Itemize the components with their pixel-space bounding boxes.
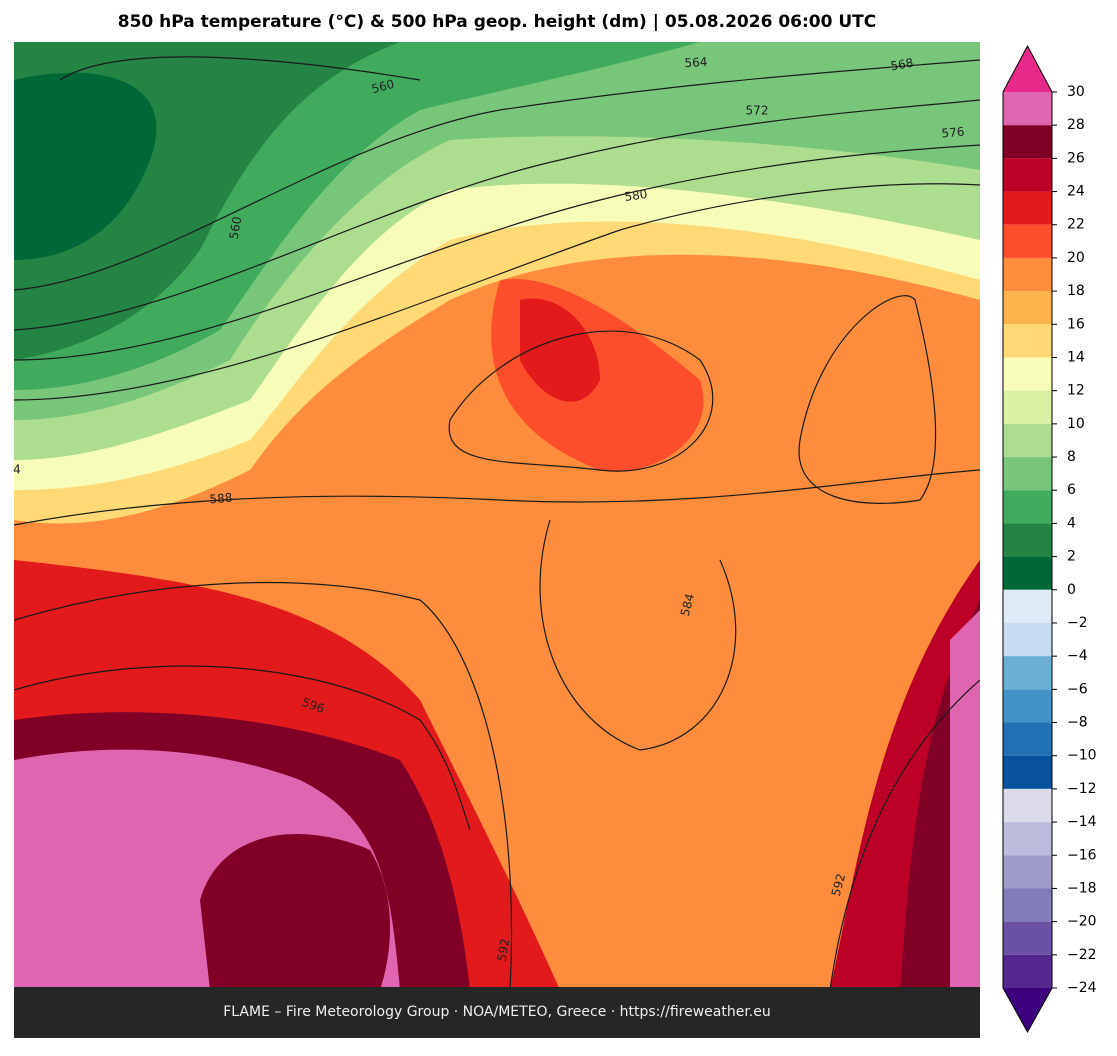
colorbar-tick-label: 30 — [1067, 84, 1085, 100]
colorbar-tick-label: 4 — [1067, 515, 1076, 531]
colorbar-band — [1003, 689, 1052, 723]
colorbar-tick-label: 8 — [1067, 449, 1076, 465]
colorbar-band — [1003, 92, 1052, 126]
colorbar-band — [1003, 423, 1052, 458]
colorbar-tick-label: −24 — [1067, 980, 1097, 996]
colorbar-band — [1003, 656, 1052, 690]
colorbar-band — [1003, 523, 1052, 557]
colorbar-tick-label: 16 — [1067, 316, 1085, 332]
colorbar-tick-label: −8 — [1067, 715, 1088, 731]
colorbar-tick-label: 6 — [1067, 482, 1076, 498]
colorbar-band — [1003, 291, 1052, 325]
colorbar-tick-label: −16 — [1067, 847, 1097, 863]
colorbar-tick-label: −14 — [1067, 814, 1097, 830]
colorbar-band — [1003, 490, 1052, 524]
colorbar-tick-label: −6 — [1067, 681, 1088, 697]
colorbar-tick-label: −12 — [1067, 781, 1097, 797]
contour-label: 564 — [684, 55, 708, 70]
colorbar-tick-label: −22 — [1067, 947, 1097, 963]
colorbar-tick-label: 26 — [1067, 150, 1085, 166]
colorbar-band — [1003, 125, 1052, 159]
colorbar-band — [1003, 722, 1052, 756]
colorbar-tick-label: 24 — [1067, 184, 1085, 200]
colorbar-band — [1003, 855, 1052, 889]
contour-label: 584 — [678, 592, 697, 618]
colorbar-tick-label: 14 — [1067, 349, 1085, 365]
colorbar-band — [1003, 257, 1052, 292]
colorbar-band — [1003, 224, 1052, 258]
colorbar-band — [1003, 457, 1052, 491]
colorbar-band — [1003, 921, 1052, 955]
footer: FLAME – Fire Meteorology Group · NOA/MET… — [223, 1004, 771, 1020]
title: 850 hPa temperature (°C) & 500 hPa geop.… — [118, 12, 877, 32]
colorbar-band — [1003, 324, 1052, 358]
colorbar-band — [1003, 191, 1052, 225]
colorbar-band — [1003, 755, 1052, 789]
contour-label: 560 — [227, 215, 245, 240]
colorbar-tick-label: −20 — [1067, 914, 1097, 930]
colorbar-tick-label: −18 — [1067, 880, 1097, 896]
colorbar-tick-label: 10 — [1067, 416, 1085, 432]
colorbar-band — [1003, 622, 1052, 657]
colorbar-extend-bottom — [1003, 988, 1052, 1032]
contour-label: 580 — [624, 187, 649, 204]
colorbar-extend-top — [1003, 46, 1052, 92]
colorbar-tick-label: 2 — [1067, 549, 1076, 565]
colorbar-tick-label: −4 — [1067, 648, 1088, 664]
colorbar-tick-label: 20 — [1067, 250, 1085, 266]
colorbar-band — [1003, 390, 1052, 424]
colorbar-tick-label: 18 — [1067, 283, 1085, 299]
colorbar-band — [1003, 589, 1052, 623]
colorbar-tick-label: 22 — [1067, 217, 1085, 233]
contour-label: 592 — [829, 872, 848, 898]
contour-label: 572 — [746, 104, 769, 118]
contour-label: 568 — [889, 56, 914, 74]
contour-label: 592 — [495, 937, 513, 962]
colorbar-band — [1003, 888, 1052, 922]
contour-label: 576 — [941, 125, 965, 141]
footer-bar — [14, 987, 980, 1038]
colorbar-band — [1003, 158, 1052, 192]
colorbar-band — [1003, 954, 1052, 988]
contour-label: 588 — [209, 491, 233, 507]
colorbar-band — [1003, 788, 1052, 823]
colorbar-tick-label: −10 — [1067, 748, 1097, 764]
colorbar-band — [1003, 357, 1052, 391]
colorbar-tick-label: −2 — [1067, 615, 1088, 631]
contour-label: 4 — [13, 463, 21, 477]
contour-label: 560 — [370, 77, 396, 96]
map — [14, 42, 980, 987]
colorbar-tick-label: 12 — [1067, 383, 1085, 399]
colorbar-band — [1003, 822, 1052, 856]
colorbar-tick-label: 0 — [1067, 582, 1076, 598]
colorbar-tick-label: 28 — [1067, 117, 1085, 133]
colorbar-band — [1003, 556, 1052, 590]
colorbar: 302826242220181614121086420−2−4−6−8−10−1… — [1002, 44, 1097, 1034]
